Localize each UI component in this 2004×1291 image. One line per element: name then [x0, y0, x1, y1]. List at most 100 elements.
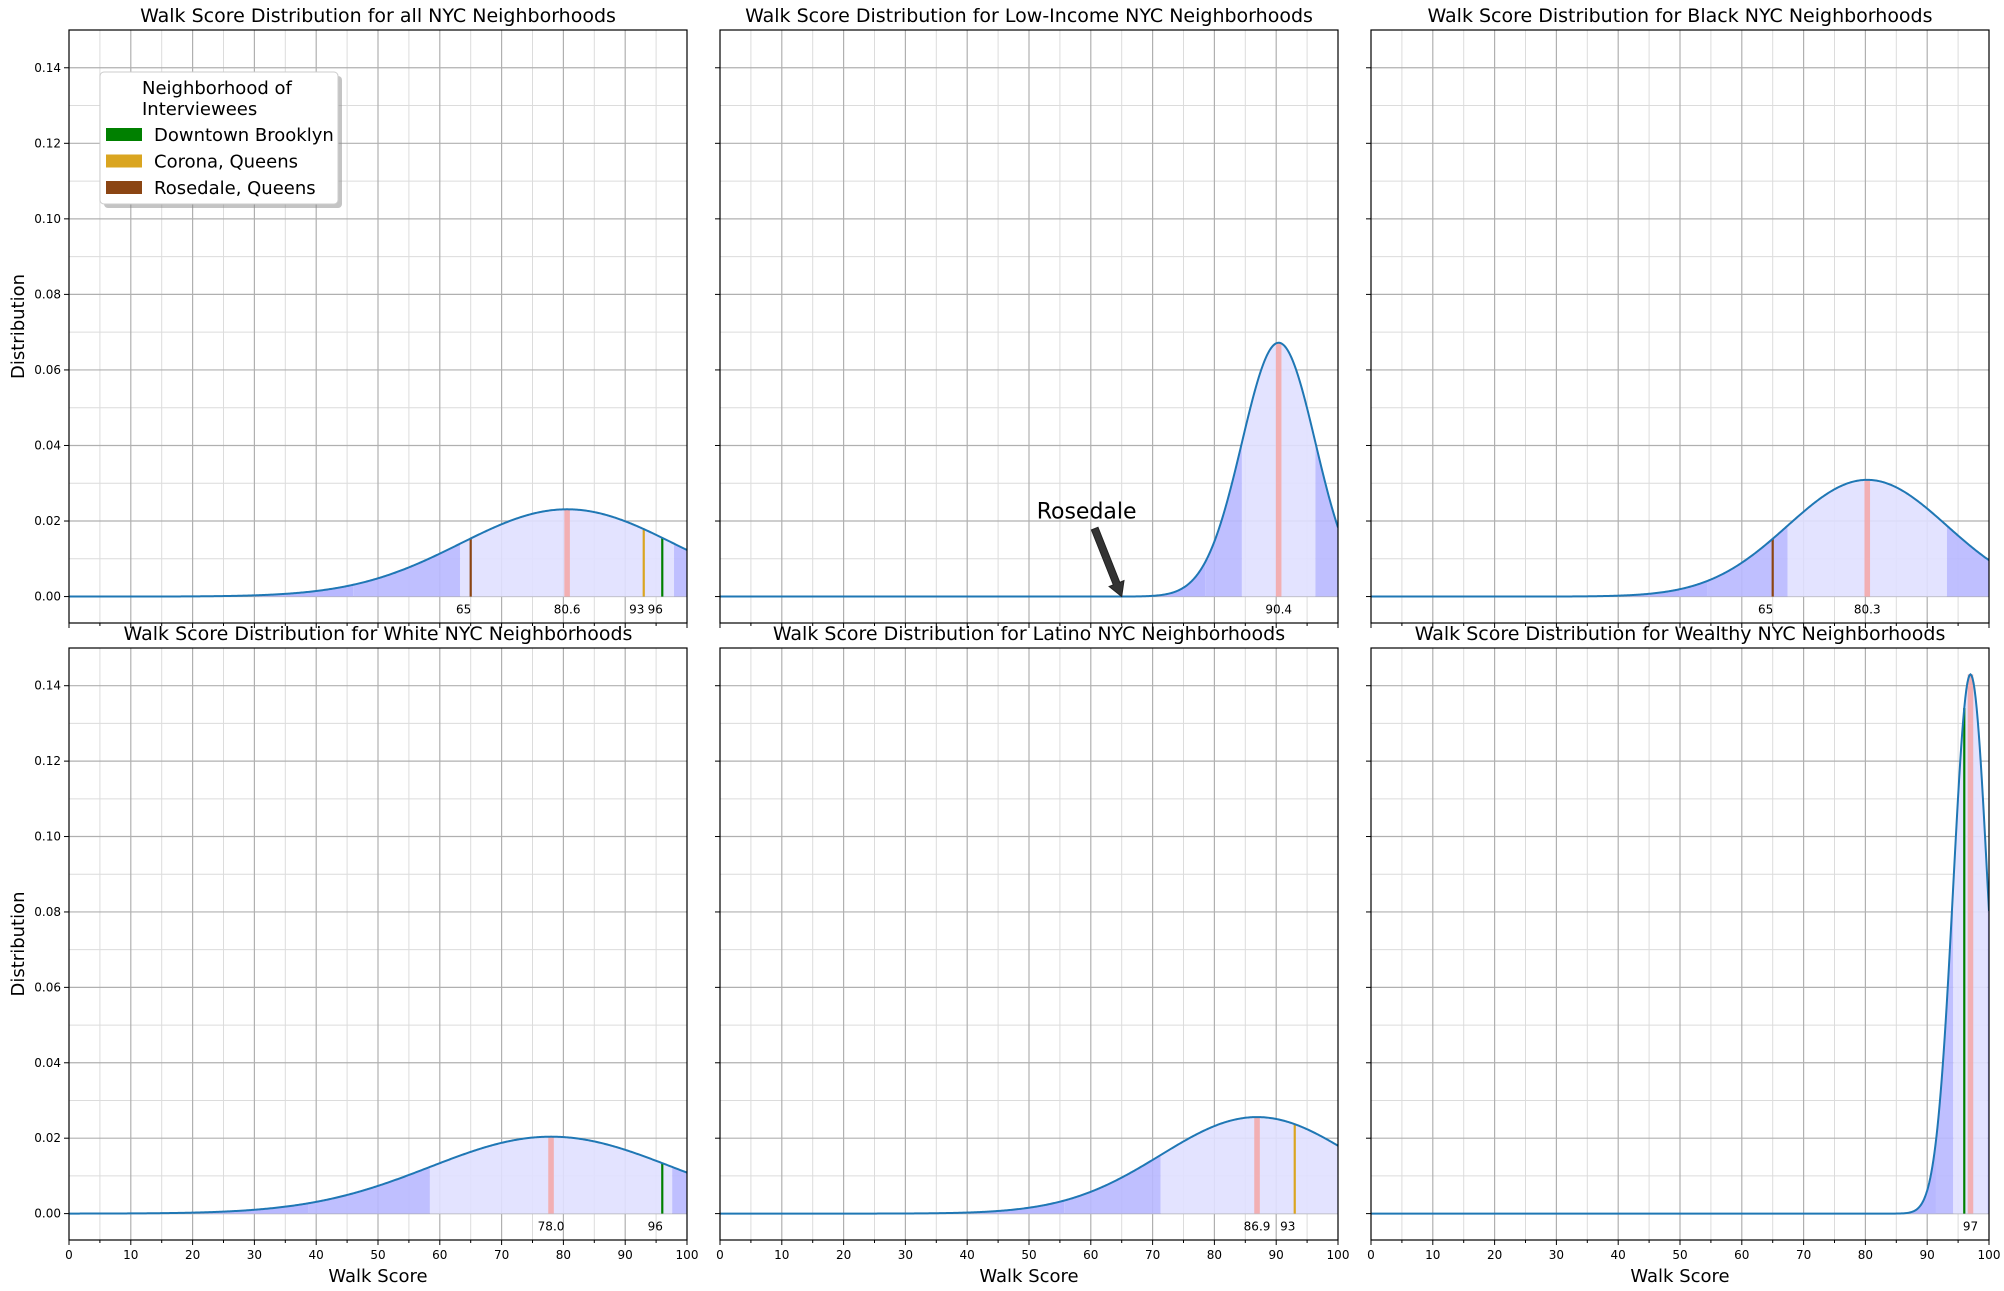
x-tick-label: 20	[836, 1248, 851, 1262]
density-curve	[69, 508, 687, 598]
chart-panel-4: 86.9 93 0 10 20 30 40 50 60 70 80 90 100 Walk Score D…	[715, 623, 1349, 1287]
x-axis-label: Walk Score	[979, 1266, 1078, 1287]
mean-value-label: 80.6	[554, 603, 581, 617]
plot-area	[1371, 478, 1989, 598]
density-band-2	[672, 1166, 687, 1214]
x-tick-label: 50	[1021, 1248, 1036, 1262]
x-tick-label: 40	[309, 1248, 324, 1262]
mean-band	[548, 1136, 554, 1214]
x-tick-label: 50	[370, 1248, 385, 1262]
plot-area	[1371, 673, 1989, 1215]
legend-swatch	[106, 128, 142, 141]
y-tick-label: 0.04	[34, 438, 61, 452]
legend-entry-label: Corona, Queens	[154, 152, 298, 173]
density-band-2	[1315, 442, 1338, 597]
x-tick-label: 70	[1145, 1248, 1160, 1262]
x-tick-label: 90	[1269, 1248, 1284, 1262]
mean-band	[564, 509, 570, 597]
legend-entry-label: Downtown Brooklyn	[154, 125, 334, 146]
y-axis-label: Distribution	[8, 891, 29, 996]
mean-value-label: 90.4	[1265, 603, 1292, 617]
chart-title: Walk Score Distribution for Wealthy NYC …	[1415, 623, 1946, 645]
mean-value-label: 78.0	[538, 1220, 565, 1234]
x-tick-label: 20	[1487, 1248, 1502, 1262]
chart-panel-0: 80.6 65 93 96 0.00 0.02 0.04 0.06 0.08 0.10 0.12 0.…	[8, 5, 688, 628]
x-tick-label: 60	[1083, 1248, 1098, 1262]
x-tick-label: 10	[123, 1248, 138, 1262]
density-curve	[720, 341, 1338, 598]
marker-value-label: 93	[1280, 1220, 1295, 1234]
chart-panel-3: 78.0 96 0 10 20 30 40 50 60 70 80 90 100 0.00 0.02 0.04…	[8, 623, 698, 1287]
y-tick-label: 0.12	[34, 754, 61, 768]
x-tick-label: 30	[898, 1248, 913, 1262]
density-tail	[1548, 580, 1708, 597]
chart-title: Walk Score Distribution for Black NYC Ne…	[1427, 5, 1932, 27]
y-tick-label: 0.10	[34, 212, 61, 226]
x-tick-label: 40	[960, 1248, 975, 1262]
y-tick-label: 0.02	[34, 514, 61, 528]
y-tick-label: 0.06	[34, 363, 61, 377]
density-curve	[69, 1135, 687, 1215]
x-tick-label: 100	[1327, 1248, 1350, 1262]
marker-value-label: 65	[1758, 603, 1773, 617]
y-tick-label: 0.04	[34, 1056, 61, 1070]
x-tick-label: 50	[1672, 1248, 1687, 1262]
mean-value-label: 86.9	[1244, 1220, 1271, 1234]
x-tick-label: 70	[494, 1248, 509, 1262]
y-tick-label: 0.14	[34, 679, 61, 693]
x-tick-label: 80	[556, 1248, 571, 1262]
x-tick-label: 30	[247, 1248, 262, 1262]
mean-value-label: 80.3	[1854, 603, 1881, 617]
mean-band	[1864, 479, 1871, 597]
density-tail	[1901, 1140, 1936, 1214]
y-tick-label: 0.08	[34, 287, 61, 301]
mean-band	[1254, 1117, 1260, 1214]
plot-area	[720, 341, 1338, 598]
x-tick-label: 70	[1796, 1248, 1811, 1262]
y-tick-label: 0.12	[34, 136, 61, 150]
density-curve	[1371, 673, 1989, 1215]
x-tick-label: 0	[65, 1248, 73, 1262]
density-curve	[720, 1116, 1338, 1215]
mean-band	[1275, 342, 1282, 597]
x-tick-label: 0	[1367, 1248, 1375, 1262]
legend-swatch	[106, 181, 142, 194]
mean-value-label: 97	[1963, 1220, 1978, 1234]
marker-value-label: 65	[456, 603, 471, 617]
annotation-label: Rosedale	[1037, 500, 1137, 525]
x-tick-label: 30	[1549, 1248, 1564, 1262]
y-tick-label: 0.10	[34, 830, 61, 844]
x-tick-label: 100	[676, 1248, 699, 1262]
y-tick-label: 0.08	[34, 905, 61, 919]
x-tick-label: 60	[1734, 1248, 1749, 1262]
x-tick-label: 90	[618, 1248, 633, 1262]
x-tick-label: 10	[774, 1248, 789, 1262]
annotation-arrow	[1090, 526, 1125, 598]
density-band-2	[1946, 525, 1989, 597]
x-tick-label: 20	[185, 1248, 200, 1262]
x-tick-label: 90	[1920, 1248, 1935, 1262]
legend-title: Interviewees	[142, 99, 257, 120]
y-tick-label: 0.00	[34, 590, 61, 604]
density-curve	[1371, 478, 1989, 598]
legend-title: Neighborhood of	[142, 78, 292, 99]
x-tick-label: 80	[1207, 1248, 1222, 1262]
x-tick-label: 10	[1425, 1248, 1440, 1262]
x-tick-label: 100	[1978, 1248, 2001, 1262]
y-axis-label: Distribution	[8, 274, 29, 379]
legend-box	[99, 71, 339, 205]
marker-value-label: 96	[648, 603, 663, 617]
y-tick-label: 0.02	[34, 1131, 61, 1145]
density-band-2	[674, 543, 687, 597]
marker-value-label: 96	[648, 1220, 663, 1234]
chart-panel-5: 97 0 10 20 30 40 50 60 70 80 90 100 Walk Score Distr…	[1366, 623, 2000, 1287]
x-axis-label: Walk Score	[1630, 1266, 1729, 1287]
marker-value-label: 93	[629, 603, 644, 617]
y-tick-label: 0.06	[34, 980, 61, 994]
chart-title: Walk Score Distribution for all NYC Neig…	[140, 5, 616, 27]
chart-panel-2: 80.3 65 Walk Score Distribution for Black …	[1366, 5, 1990, 628]
x-tick-label: 0	[716, 1248, 724, 1262]
chart-title: Walk Score Distribution for Low-Income N…	[745, 5, 1313, 27]
